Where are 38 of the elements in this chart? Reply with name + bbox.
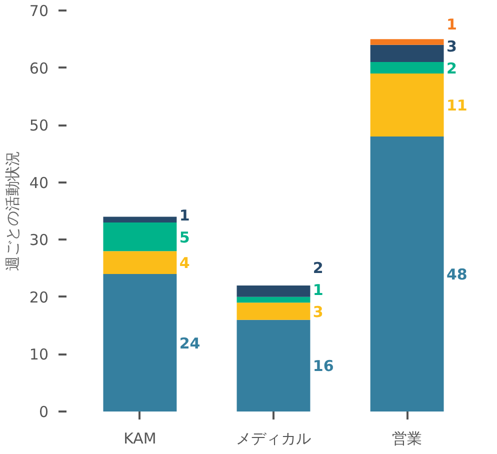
y-tick-label: 40: [29, 174, 49, 192]
data-label: 2: [446, 59, 457, 78]
y-tick-label: 70: [29, 2, 49, 20]
bar: [370, 44, 444, 62]
y-tick-label: 30: [29, 231, 49, 250]
y-axis-title: 週ごとの活動状況: [3, 151, 22, 271]
data-label: 24: [179, 334, 200, 352]
data-label: 48: [446, 266, 468, 284]
data-label: 3: [312, 302, 324, 321]
x-tick-label: 営業: [392, 430, 422, 448]
bar: [103, 274, 177, 412]
data-label: 16: [312, 357, 334, 376]
data-label: 1: [446, 16, 457, 34]
bar: [370, 62, 444, 74]
y-tick-label: 60: [29, 59, 49, 78]
bar: [236, 302, 310, 320]
bar: [103, 251, 177, 274]
data-label: 1: [179, 206, 190, 225]
bar: [370, 74, 444, 137]
bar: [236, 296, 310, 303]
bar: [103, 222, 177, 252]
data-label: 4: [179, 254, 190, 272]
data-label: 1: [312, 280, 324, 299]
x-tick-label: KAM: [124, 430, 156, 448]
data-label: 11: [446, 96, 468, 115]
y-tick-label: 10: [29, 346, 49, 364]
y-tick-label: 20: [29, 288, 49, 306]
bar: [370, 136, 444, 412]
bar: [236, 320, 310, 412]
bar: [370, 39, 444, 45]
data-label: 2: [312, 259, 324, 278]
data-label: 5: [179, 228, 190, 246]
bar: [236, 285, 310, 297]
data-label: 3: [446, 38, 457, 56]
y-tick-label: 0: [38, 403, 49, 421]
bar: [103, 216, 177, 222]
x-tick-label: メディカル: [236, 430, 311, 448]
y-tick-label: 50: [29, 116, 49, 135]
